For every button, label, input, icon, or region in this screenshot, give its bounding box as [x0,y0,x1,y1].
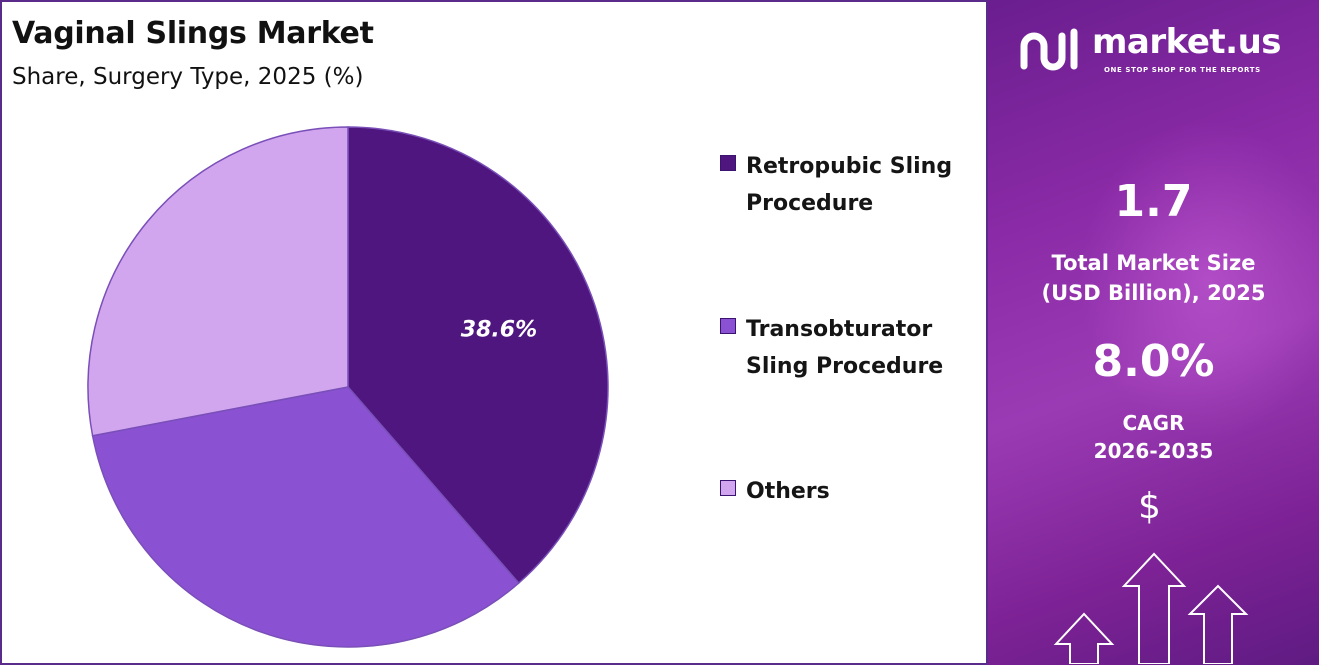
market-size-label-line2: (USD Billion), 2025 [1041,281,1266,305]
legend-item-0: Retropubic Sling Procedure [720,148,980,222]
up-arrows-icon [1053,552,1249,664]
summary-panel: market.us ONE STOP SHOP FOR THE REPORTS … [988,0,1319,665]
pie-slice-1 [91,386,520,648]
chart-subtitle: Share, Surgery Type, 2025 (%) [12,64,364,90]
market-size-value: 1.7 [1114,176,1193,227]
dollar-icon: $ [1138,486,1161,527]
pie-chart: 38.6% [87,126,609,648]
legend-label-2: Others [746,479,830,504]
legend-swatch-0 [720,155,736,171]
pie-slice-0 [347,126,609,585]
chart-panel: Vaginal Slings Market Share, Surgery Typ… [0,0,988,665]
slice-data-label-0: 38.6% [461,317,537,342]
market-us-logo-icon [1020,28,1078,71]
background-glow [1078,120,1319,440]
legend-swatch-1 [720,318,736,334]
cagr-value: 8.0% [1092,336,1215,387]
cagr-label-line1: CAGR [1122,411,1185,435]
legend-label-0: Retropubic Sling Procedure [746,154,953,216]
brand-name: market.us [1092,22,1282,62]
market-size-label-line1: Total Market Size [1051,251,1256,275]
legend-swatch-2 [720,480,736,496]
brand-tagline: ONE STOP SHOP FOR THE REPORTS [1104,66,1261,74]
legend-item-2: Others [720,473,980,510]
pie-slice-2 [87,126,349,437]
legend-item-1: Transobturator Sling Procedure [720,311,980,385]
cagr-label-line2: 2026-2035 [1093,439,1214,463]
chart-title: Vaginal Slings Market [12,16,374,51]
legend-label-1: Transobturator Sling Procedure [746,317,944,379]
brand-logo: market.us ONE STOP SHOP FOR THE REPORTS [1018,22,1308,74]
